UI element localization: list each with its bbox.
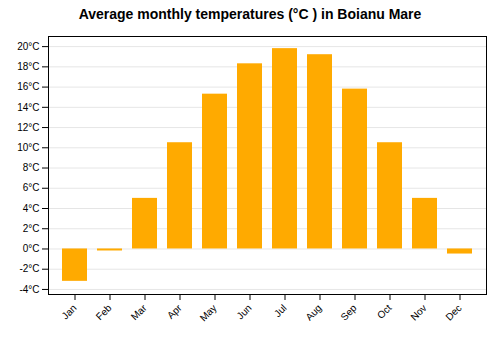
svg-text:Aug: Aug [303,302,323,322]
svg-text:16°C: 16°C [17,81,39,92]
svg-text:Nov: Nov [408,302,428,322]
svg-text:0°C: 0°C [23,243,40,254]
svg-text:Oct: Oct [375,302,394,321]
svg-text:-4°C: -4°C [19,284,39,295]
svg-text:20°C: 20°C [17,41,39,52]
svg-text:Jul: Jul [272,302,289,319]
svg-text:Mar: Mar [129,302,149,322]
svg-text:Jan: Jan [59,302,78,321]
svg-text:8°C: 8°C [23,162,40,173]
svg-text:Jun: Jun [234,302,253,321]
svg-text:10°C: 10°C [17,142,39,153]
svg-text:14°C: 14°C [17,102,39,113]
svg-text:Feb: Feb [94,302,114,322]
svg-text:4°C: 4°C [23,203,40,214]
html-text:Average monthly temperatures (: Average monthly temperatures (°C ) in Bo… [78,6,422,22]
svg-text:Apr: Apr [165,302,184,321]
svg-text:Sep: Sep [338,302,359,323]
svg-text:May: May [198,302,219,323]
svg-text:2°C: 2°C [23,223,40,234]
svg-text:-2°C: -2°C [19,263,39,274]
svg-text:18°C: 18°C [17,61,39,72]
svg-text:6°C: 6°C [23,182,40,193]
svg-text:Dec: Dec [443,302,463,322]
svg-text:12°C: 12°C [17,122,39,133]
